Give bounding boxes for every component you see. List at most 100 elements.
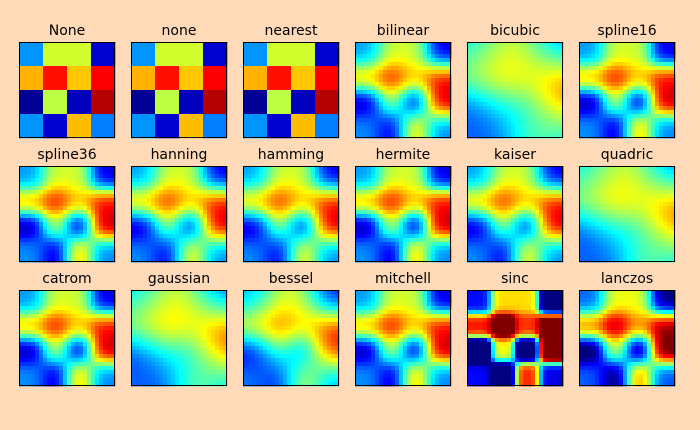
cell-none-3-2 [179, 114, 204, 139]
pixel-hermite [371, 222, 376, 227]
pixel-hamming [335, 246, 340, 251]
pixel-hermite [403, 174, 408, 179]
pixel-kaiser [471, 174, 476, 179]
pixel-hamming [263, 166, 268, 171]
pixel-spline36 [63, 166, 68, 171]
pixel-bilinear [415, 102, 420, 107]
pixel-kaiser [519, 218, 524, 223]
pixel-spline36 [95, 170, 100, 175]
pixel-hermite [415, 250, 420, 255]
pixel-hermite [395, 234, 400, 239]
pixel-bicubic [543, 58, 548, 63]
pixel-hermite [447, 178, 452, 183]
pixel-bilinear [403, 54, 408, 59]
pixel-hanning [191, 186, 196, 191]
pixel-bicubic [503, 70, 508, 75]
pixel-spline16 [663, 98, 668, 103]
pixel-hermite [375, 210, 380, 215]
pixel-hamming [247, 258, 252, 263]
pixel-spline16 [619, 94, 624, 99]
pixel-hamming [247, 238, 252, 243]
pixel-kaiser [467, 222, 472, 227]
pixel-kaiser [511, 234, 516, 239]
pixel-hamming [247, 234, 252, 239]
pixel-hamming [247, 210, 252, 215]
pixel-hamming [319, 214, 324, 219]
pixel-hermite [379, 186, 384, 191]
pixel-hamming [259, 174, 264, 179]
pixel-hanning [195, 226, 200, 231]
pixel-hamming [335, 230, 340, 235]
pixel-kaiser [487, 206, 492, 211]
pixel-quadric [655, 202, 660, 207]
pixel-bicubic [539, 62, 544, 67]
pixel-hermite [383, 190, 388, 195]
pixel-hermite [395, 210, 400, 215]
panel-image-hanning [131, 166, 228, 263]
cell-none-3-2 [67, 114, 92, 139]
pixel-hamming [259, 242, 264, 247]
pixel-bilinear [423, 86, 428, 91]
pixel-spline16 [615, 106, 620, 111]
panel-frame-spline36 [19, 166, 115, 262]
pixel-hamming [251, 186, 256, 191]
pixel-bilinear [355, 110, 360, 115]
pixel-quadric [655, 170, 660, 175]
pixel-hamming [283, 186, 288, 191]
pixel-bicubic [531, 126, 536, 131]
pixel-kaiser [515, 182, 520, 187]
pixel-kaiser [487, 194, 492, 199]
pixel-spline36 [59, 226, 64, 231]
pixel-hamming [303, 230, 308, 235]
pixel-kaiser [475, 190, 480, 195]
pixel-spline36 [91, 182, 96, 187]
pixel-spline36 [51, 258, 56, 263]
pixel-kaiser [515, 230, 520, 235]
pixel-spline16 [579, 114, 584, 119]
pixel-spline36 [67, 246, 72, 251]
pixel-quadric [627, 178, 632, 183]
panel-image-hamming [243, 166, 340, 263]
pixel-quadric [647, 198, 652, 203]
pixel-hermite [423, 206, 428, 211]
pixel-hermite [431, 202, 436, 207]
pixel-hamming [311, 206, 316, 211]
pixel-hermite [439, 222, 444, 227]
pixel-spline16 [623, 102, 628, 107]
pixel-bilinear [403, 62, 408, 67]
pixel-bicubic [535, 102, 540, 107]
pixel-bicubic [471, 54, 476, 59]
pixel-bicubic [543, 122, 548, 127]
pixel-bicubic [547, 74, 552, 79]
pixel-spline16 [595, 134, 600, 139]
pixel-bilinear [443, 114, 448, 119]
pixel-spline16 [631, 114, 636, 119]
pixel-hanning [171, 182, 176, 187]
pixel-bilinear [419, 130, 424, 135]
pixel-hanning [187, 242, 192, 247]
pixel-spline16 [587, 50, 592, 55]
pixel-hanning [131, 178, 136, 183]
pixel-hamming [243, 250, 248, 255]
pixel-bilinear [423, 58, 428, 63]
pixel-bilinear [363, 134, 368, 139]
pixel-spline16 [591, 98, 596, 103]
pixel-kaiser [475, 170, 480, 175]
pixel-bilinear [411, 122, 416, 127]
pixel-kaiser [475, 246, 480, 251]
pixel-bicubic [543, 70, 548, 75]
pixel-spline36 [35, 174, 40, 179]
pixel-bilinear [379, 102, 384, 107]
pixel-bicubic [539, 122, 544, 127]
pixel-spline36 [95, 246, 100, 251]
pixel-bicubic [555, 58, 560, 63]
pixel-quadric [587, 202, 592, 207]
pixel-quadric [587, 166, 592, 171]
pixel-hanning [147, 230, 152, 235]
pixel-hanning [223, 246, 228, 251]
pixel-quadric [591, 182, 596, 187]
pixel-bicubic [487, 86, 492, 91]
pixel-hanning [135, 222, 140, 227]
pixel-quadric [659, 190, 664, 195]
pixel-bicubic [487, 58, 492, 63]
